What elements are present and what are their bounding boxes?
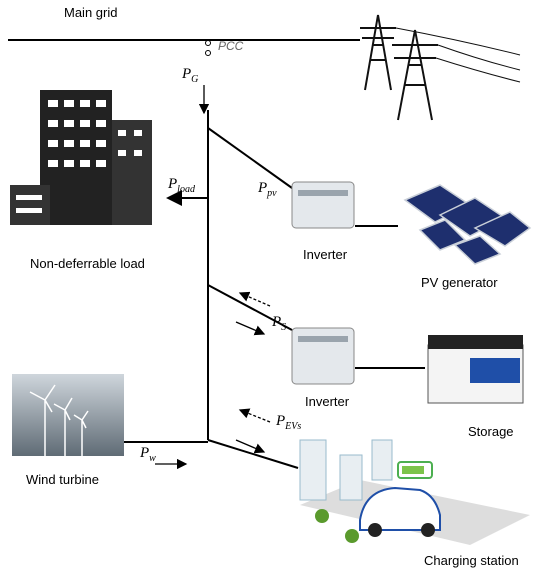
power-symbol: P <box>139 445 149 461</box>
power-symbol: P <box>275 413 285 429</box>
power-label: Ppv <box>257 180 277 199</box>
power-symbol: P <box>167 176 177 192</box>
power-symbol: P <box>271 314 281 330</box>
transmission-towers <box>360 15 520 120</box>
wind-label: Wind turbine <box>26 472 99 487</box>
storage-label: Storage <box>468 424 514 439</box>
inverter-label: Inverter <box>305 394 350 409</box>
power-symbol: P <box>257 180 267 196</box>
building-icon <box>10 90 152 225</box>
power-label: PG <box>181 66 198 85</box>
pv-panels <box>405 185 530 264</box>
microgrid-diagram: Main grid PCC PGPloadPpvPSPEVsPw Non-def… <box>0 0 534 572</box>
inverter-icon <box>292 182 354 384</box>
power-label: PS <box>271 314 286 333</box>
power-subscript: load <box>177 184 196 195</box>
power-subscript: G <box>191 74 198 85</box>
power-label: Pload <box>167 176 196 195</box>
charging-station-icon <box>300 440 530 545</box>
power-label: Pw <box>139 445 156 464</box>
power-subscript: pv <box>266 188 277 199</box>
inverter-label: Inverter <box>303 247 348 262</box>
load-label: Non-deferrable load <box>30 256 145 271</box>
power-subscript: EVs <box>284 421 301 432</box>
power-subscript: S <box>281 322 286 333</box>
pv-label: PV generator <box>421 275 498 290</box>
pcc-label: PCC <box>218 39 244 53</box>
wind-photo <box>12 374 124 456</box>
grid-label: Main grid <box>64 5 117 20</box>
power-label: PEVs <box>275 413 301 432</box>
power-symbol: P <box>181 66 191 82</box>
charging-label: Charging station <box>424 553 519 568</box>
power-subscript: w <box>149 453 156 464</box>
battery-icon <box>428 335 523 403</box>
